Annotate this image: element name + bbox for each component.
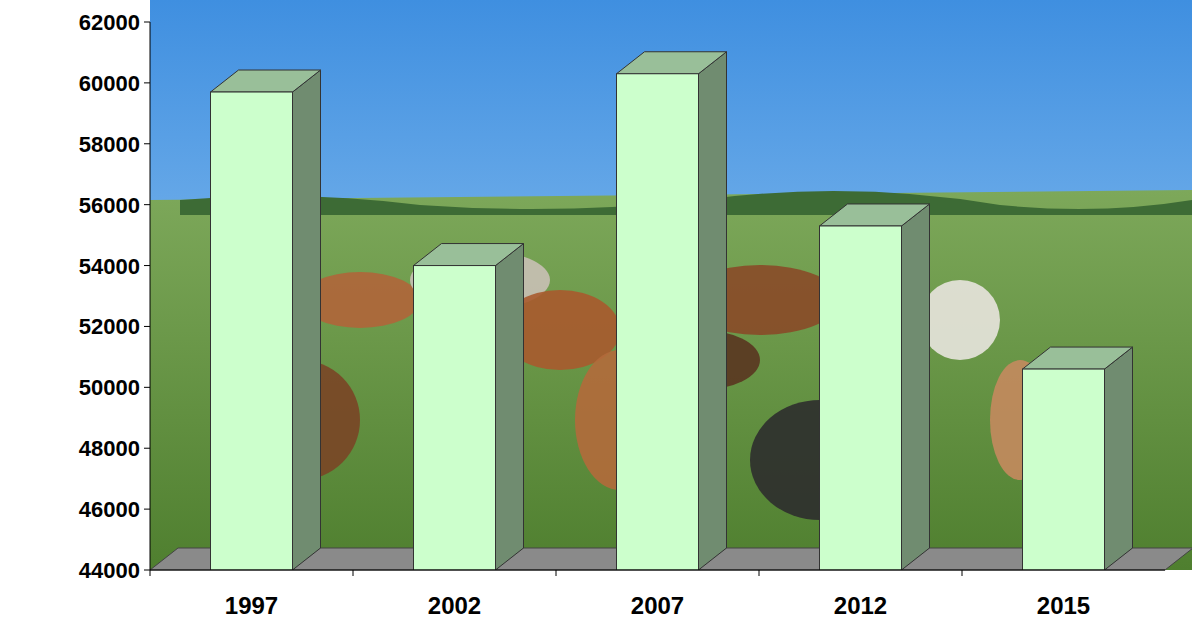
- y-tick: [144, 387, 150, 388]
- y-tick: [144, 82, 150, 83]
- bar-side: [496, 244, 524, 570]
- bar-top: [820, 204, 930, 226]
- chart: 44000 46000 48000 50000 52000 54000 56000 58000…: [0, 0, 1192, 626]
- y-tick: [144, 509, 150, 510]
- background-cattle: [920, 280, 1000, 360]
- y-tick-label: 52000: [79, 314, 140, 339]
- bar-side: [699, 52, 727, 570]
- y-tick: [144, 326, 150, 327]
- bar-top: [1023, 347, 1133, 369]
- x-tick: [962, 570, 963, 576]
- x-tick: [556, 570, 557, 576]
- x-tick-label: 2002: [428, 592, 481, 619]
- y-tick-label: 62000: [79, 10, 140, 35]
- x-tick: [759, 570, 760, 576]
- bar: [414, 244, 524, 570]
- y-tick: [144, 204, 150, 205]
- y-tick: [144, 448, 150, 449]
- bar-top: [211, 70, 321, 92]
- bar-side: [902, 204, 930, 570]
- y-tick: [144, 22, 150, 23]
- background-sky: [150, 0, 1192, 570]
- x-tick: [150, 570, 151, 576]
- bar-front: [414, 266, 496, 570]
- y-tick: [144, 143, 150, 144]
- bars: [211, 52, 1133, 570]
- y-tick-label: 44000: [79, 558, 140, 583]
- bar: [820, 204, 930, 570]
- y-tick-label: 46000: [79, 497, 140, 522]
- x-axis: [150, 570, 1165, 571]
- x-tick-label: 2015: [1037, 592, 1090, 619]
- y-tick: [144, 570, 150, 571]
- y-axis: [150, 22, 151, 570]
- bar-top: [617, 52, 727, 74]
- x-tick-label: 2007: [631, 592, 684, 619]
- bar-front: [211, 92, 293, 570]
- x-tick-label: 2012: [834, 592, 887, 619]
- y-tick-label: 54000: [79, 254, 140, 279]
- x-tick: [353, 570, 354, 576]
- bar-front: [1023, 369, 1105, 570]
- y-tick-label: 48000: [79, 436, 140, 461]
- y-tick-label: 50000: [79, 375, 140, 400]
- y-tick-label: 56000: [79, 193, 140, 218]
- y-tick-label: 58000: [79, 132, 140, 157]
- bar: [1023, 347, 1133, 570]
- x-tick-label: 1997: [225, 592, 278, 619]
- bar-front: [820, 226, 902, 570]
- bar: [211, 70, 321, 570]
- bar-top: [414, 244, 524, 266]
- bar-side: [1105, 347, 1133, 570]
- bar: [617, 52, 727, 570]
- y-tick-label: 60000: [79, 71, 140, 96]
- y-tick: [144, 265, 150, 266]
- bar-side: [293, 70, 321, 570]
- bar-front: [617, 74, 699, 570]
